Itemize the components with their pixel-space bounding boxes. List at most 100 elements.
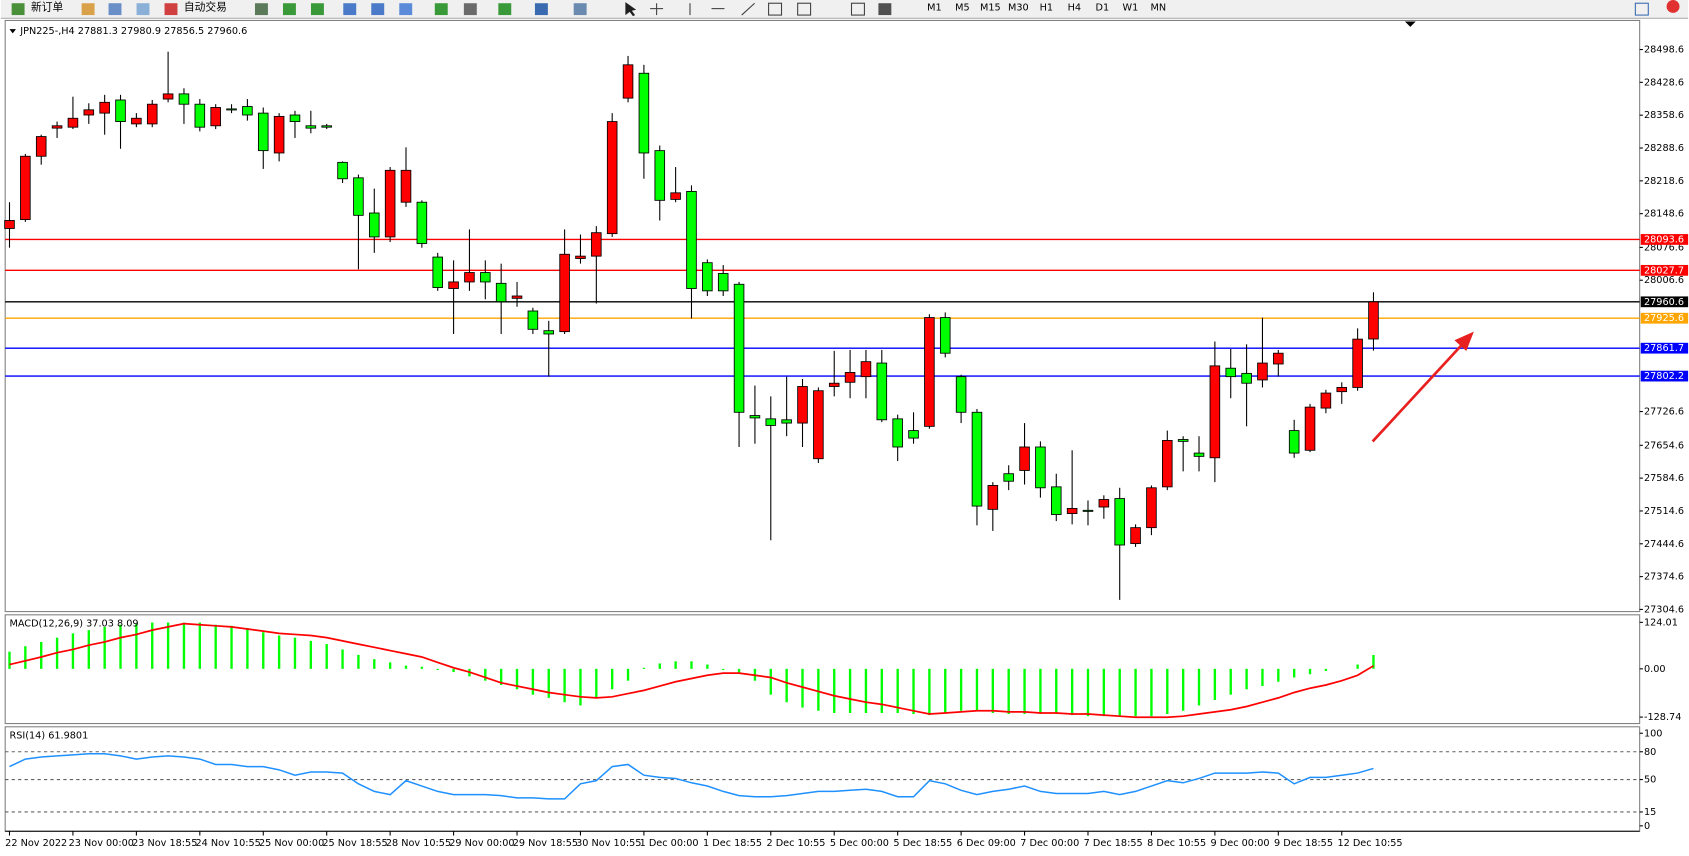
candle-body: [1336, 387, 1348, 393]
new-order-button[interactable]: 新订单: [31, 1, 64, 14]
candle-body: [400, 169, 412, 203]
candle-body: [813, 390, 824, 460]
timeframe-button[interactable]: H4: [1068, 3, 1081, 14]
tool-icon[interactable]: [81, 3, 95, 16]
candle-body: [702, 262, 713, 292]
timeframe-button[interactable]: M1: [927, 3, 942, 14]
level-label-box: [1640, 370, 1689, 382]
candle-body: [226, 108, 237, 111]
tile-icon[interactable]: [399, 3, 413, 16]
timeframe-button[interactable]: W1: [1122, 3, 1138, 14]
tool-icon[interactable]: [434, 3, 448, 16]
timeframe-button[interactable]: D1: [1096, 3, 1110, 14]
candle-body: [1225, 367, 1237, 378]
level-label-box: [1640, 234, 1689, 245]
candle-body: [1193, 452, 1205, 457]
autotrade-button[interactable]: 自动交易: [184, 1, 227, 14]
candle-body: [99, 101, 110, 114]
tool-icon[interactable]: [136, 3, 150, 16]
y-tick-label: 100: [1644, 728, 1663, 739]
candle-body: [1162, 439, 1173, 488]
y-tick-label: 28006.6: [1644, 275, 1684, 286]
timeframe-button[interactable]: M5: [955, 3, 970, 14]
toolbar: [0, 0, 1689, 19]
candle-body: [606, 121, 618, 235]
y-tick-label: 27514.6: [1644, 506, 1684, 517]
timeframe-button[interactable]: M30: [1008, 3, 1029, 14]
x-tick-label: 9 Dec 18:55: [1274, 838, 1333, 849]
tool-icon[interactable]: [463, 3, 477, 16]
timeframe-button[interactable]: MN: [1151, 3, 1167, 14]
new-order-icon[interactable]: [11, 3, 25, 16]
candle-body: [781, 419, 792, 424]
candle-body: [1114, 498, 1125, 546]
tool-icon[interactable]: [310, 3, 324, 16]
label-icon[interactable]: [850, 2, 865, 16]
timeframe-button[interactable]: M15: [980, 3, 1001, 14]
level-label-box: [1640, 312, 1689, 324]
y-tick-label: 124.01: [1644, 617, 1678, 628]
candle-body: [654, 150, 666, 201]
zoom-out-icon[interactable]: [371, 3, 385, 16]
y-tick-label: 27374.6: [1644, 572, 1684, 583]
y-tick-label: 0.00: [1644, 664, 1666, 675]
x-tick-label: 25 Nov 18:55: [322, 838, 387, 849]
level-label: 27960.6: [1644, 297, 1684, 308]
toolbar-buttons: 新订单 自动交易 M1 M5 M15 M30 H1 H4 D1 W1 MN: [11, 0, 1680, 17]
candle-body: [1146, 487, 1157, 529]
candle-body: [749, 415, 761, 419]
macd-pane: [4, 614, 1641, 725]
candle-body: [353, 177, 364, 216]
candle-body: [575, 255, 586, 259]
candle-body: [559, 253, 570, 333]
y-tick-label: 0: [1644, 821, 1650, 832]
level-label-box: [1640, 296, 1689, 308]
rsi-title: RSI(14) 61.9801: [9, 730, 88, 741]
candle-body: [717, 273, 729, 292]
tool-icon[interactable]: [108, 3, 122, 16]
candle-body: [543, 330, 555, 335]
x-tick-label: 22 Nov 2022: [5, 838, 67, 849]
candle-body: [162, 93, 174, 100]
candle-body: [686, 190, 697, 289]
fibo-icon[interactable]: [797, 2, 812, 16]
cursor-icon[interactable]: [625, 2, 637, 17]
level-label: 28027.7: [1644, 265, 1684, 276]
trendline-icon[interactable]: [741, 2, 755, 16]
candle-body: [1320, 392, 1332, 409]
candle-body: [1288, 430, 1300, 454]
candle-body: [1241, 372, 1252, 384]
candle-body: [622, 64, 634, 99]
autotrade-icon[interactable]: [164, 3, 178, 16]
menu-arrow: [9, 29, 16, 34]
x-tick-label: 8 Dec 10:55: [1147, 838, 1206, 849]
candle-body: [527, 310, 539, 330]
timeframe-button[interactable]: H1: [1040, 3, 1053, 14]
x-tick-label: 28 Nov 10:55: [386, 838, 451, 849]
candle-body: [876, 362, 888, 421]
candle-body: [416, 201, 428, 244]
zoom-in-icon[interactable]: [343, 3, 357, 16]
search-icon[interactable]: [1634, 2, 1649, 16]
notification-icon[interactable]: [1666, 0, 1680, 13]
x-tick-label: 24 Nov 10:55: [196, 838, 261, 849]
candle-body: [4, 220, 15, 229]
x-tick-label: 2 Dec 10:55: [766, 838, 825, 849]
candle-body: [828, 382, 840, 387]
indicator-icon[interactable]: [498, 3, 512, 16]
template-icon[interactable]: [573, 3, 587, 16]
channel-icon[interactable]: [768, 2, 783, 16]
x-tick-label: 9 Dec 00:00: [1211, 838, 1270, 849]
candle-body: [146, 103, 158, 125]
annotation-arrowhead: [1454, 331, 1474, 352]
candle-body: [1019, 446, 1030, 471]
level-label-box: [1640, 342, 1689, 354]
arrows-icon[interactable]: [878, 3, 892, 16]
tool-icon[interactable]: [282, 3, 296, 16]
period-icon[interactable]: [534, 3, 548, 16]
candle-body: [257, 112, 269, 152]
x-tick-label: 29 Nov 18:55: [513, 838, 578, 849]
tool-icon[interactable]: [254, 3, 268, 16]
candle-body: [83, 109, 95, 116]
y-tick-label: 28218.6: [1644, 176, 1684, 187]
